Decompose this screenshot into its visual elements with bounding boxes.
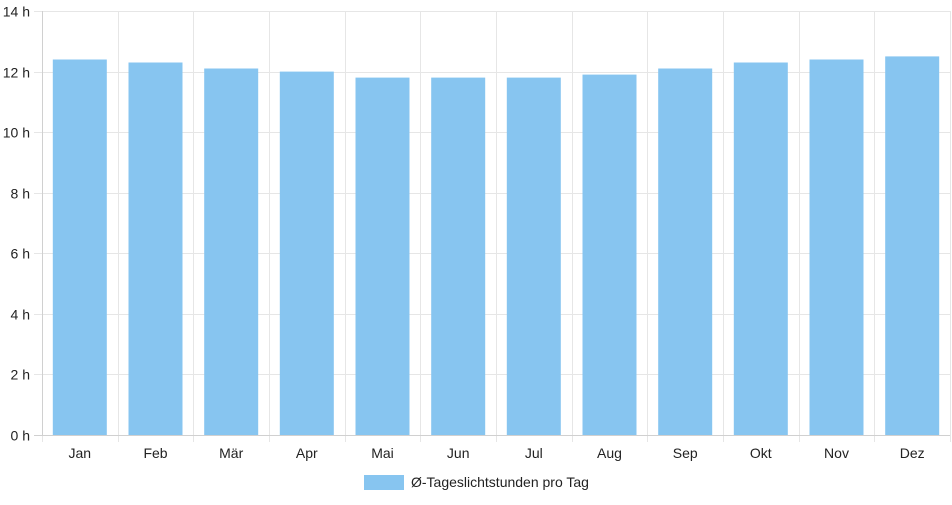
- x-tick-label: Apr: [296, 445, 318, 461]
- bar-okt: [733, 62, 788, 435]
- x-tick-label: Jul: [525, 445, 543, 461]
- bar-aug: [582, 74, 637, 435]
- bar-mai: [355, 77, 410, 435]
- bar-dez: [885, 56, 940, 436]
- x-tick-label: Nov: [824, 445, 849, 461]
- legend: Ø-Tageslichtstunden pro Tag: [364, 474, 589, 490]
- x-tick-label: Feb: [143, 445, 167, 461]
- x-tick-label: Aug: [597, 445, 622, 461]
- y-tick-label: 8 h: [11, 186, 30, 202]
- x-tick-label: Mai: [371, 445, 394, 461]
- y-tick-label: 6 h: [11, 246, 30, 262]
- bar-jun: [431, 77, 486, 435]
- bar-feb: [128, 62, 183, 435]
- y-tick-label: 14 h: [3, 4, 30, 20]
- grid-lines: [34, 11, 951, 442]
- bar-jan: [52, 59, 107, 435]
- legend-label: Ø-Tageslichtstunden pro Tag: [411, 474, 589, 490]
- y-tick-label: 0 h: [11, 428, 30, 444]
- y-tick-label: 4 h: [11, 307, 30, 323]
- x-tick-label: Sep: [673, 445, 698, 461]
- x-tick-label: Jun: [447, 445, 470, 461]
- x-tick-label: Mär: [219, 445, 243, 461]
- axes: 0 h 2 h 4 h 6 h 8 h 10 h 12 h 14 h Jan Feb Mär Apr M…: [3, 4, 950, 461]
- bar-sep: [658, 68, 713, 435]
- x-tick-label: Dez: [900, 445, 925, 461]
- y-tick-label: 12 h: [3, 65, 30, 81]
- x-tick-label: Okt: [750, 445, 772, 461]
- legend-swatch: [364, 475, 404, 490]
- bar-mär: [204, 68, 259, 435]
- bar-jul: [506, 77, 561, 435]
- y-tick-label: 10 h: [3, 125, 30, 141]
- x-tick-label: Jan: [69, 445, 92, 461]
- bar-nov: [809, 59, 864, 435]
- bar-apr: [279, 71, 334, 435]
- y-tick-label: 2 h: [11, 367, 30, 383]
- bars: [52, 56, 940, 436]
